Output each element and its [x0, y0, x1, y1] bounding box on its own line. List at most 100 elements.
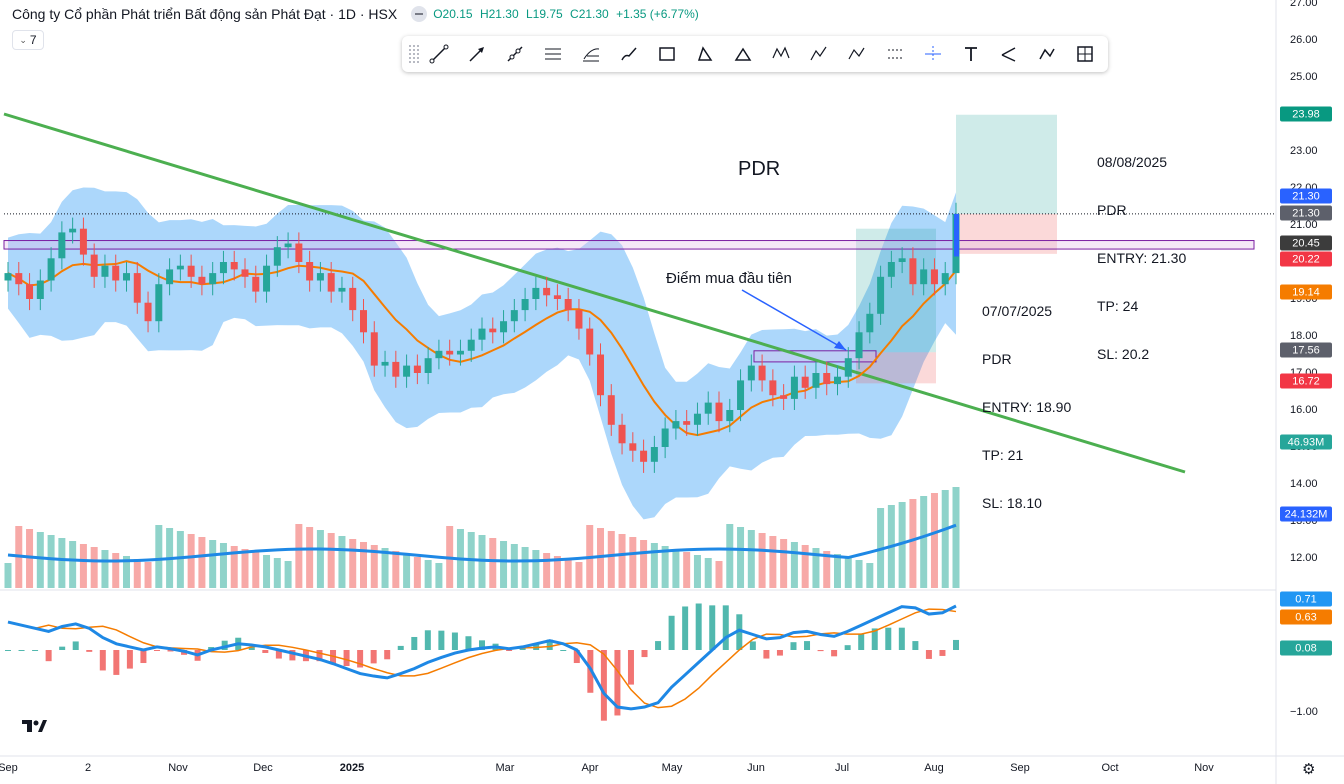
- macd-histogram-bar: [316, 650, 323, 662]
- candle-body: [887, 262, 895, 277]
- time-tick-label: Mar: [495, 762, 515, 774]
- volume-bar: [198, 537, 206, 588]
- crosshair-tool-icon[interactable]: [914, 38, 952, 70]
- path-tool-icon[interactable]: [724, 38, 762, 70]
- volume-bar: [338, 536, 346, 588]
- candle-body: [306, 262, 314, 281]
- macd-histogram-bar: [262, 650, 269, 653]
- chart-settings-gear-icon[interactable]: ⚙: [1302, 761, 1316, 778]
- volume-bar: [844, 557, 852, 588]
- price-tick-label: 18.00: [1290, 330, 1318, 342]
- macd-histogram-bar: [939, 650, 946, 656]
- indicators-toggle-button[interactable]: ⌄ 7: [12, 30, 44, 50]
- candle-body: [532, 287, 540, 299]
- callout-arrow: [741, 289, 847, 351]
- macd-histogram-bar: [844, 645, 851, 650]
- candle-body: [941, 273, 949, 285]
- price-tick-label: 12.00: [1290, 552, 1318, 564]
- trade-note-august[interactable]: 08/08/2025 PDR ENTRY: 21.30 TP: 24 SL: 2…: [1097, 122, 1186, 378]
- text-tool-icon[interactable]: [952, 38, 990, 70]
- rectangle-tool-icon[interactable]: [648, 38, 686, 70]
- volume-bar: [866, 563, 874, 588]
- price-badge: 0.71: [1280, 591, 1332, 607]
- macd-histogram-bar: [506, 650, 513, 651]
- drawing-toolbar[interactable]: [402, 36, 1108, 72]
- candle-body: [79, 228, 87, 255]
- candle-body: [198, 276, 206, 285]
- callout-line-tool-icon[interactable]: [990, 38, 1028, 70]
- volume-bar: [295, 524, 303, 588]
- moving-average-line: [7, 260, 957, 437]
- polyline-tool-icon[interactable]: [1028, 38, 1066, 70]
- time-tick-label: Jul: [834, 762, 850, 774]
- macd-histogram-bar: [573, 650, 580, 664]
- macd-histogram-bar: [275, 650, 282, 659]
- candle-body: [812, 373, 820, 388]
- volume-bar: [629, 537, 637, 588]
- price-badge: 20.45: [1280, 235, 1332, 251]
- drag-handle-icon[interactable]: [408, 44, 420, 64]
- long-position-tool-icon[interactable]: [1066, 38, 1104, 70]
- date-price-range-tool-icon[interactable]: [876, 38, 914, 70]
- candle-body: [155, 284, 163, 322]
- volume-bar: [930, 493, 938, 588]
- ray-tool-icon[interactable]: [496, 38, 534, 70]
- macd-histogram-bar: [153, 650, 160, 651]
- fib-retracement-tool-icon[interactable]: [572, 38, 610, 70]
- volume-bar: [564, 559, 572, 588]
- arrow-tool-icon[interactable]: [458, 38, 496, 70]
- price-badge: 24.132M: [1280, 506, 1332, 522]
- volume-bar: [176, 531, 184, 588]
- volume-bar: [36, 532, 44, 588]
- trade-symbol: PDR: [1097, 202, 1127, 218]
- xabcd-pattern-tool-icon[interactable]: [762, 38, 800, 70]
- candle-body: [693, 413, 701, 425]
- time-tick-label: Jun: [747, 762, 765, 774]
- price-badge: 0.63: [1280, 609, 1332, 625]
- candle-body: [715, 402, 723, 422]
- symbol-legend: Công ty Cổ phần Phát triển Bất động sản …: [12, 6, 703, 22]
- stop-loss-zone-august: [956, 213, 1057, 254]
- volume-bar: [812, 548, 820, 588]
- tradingview-logo-icon[interactable]: [20, 716, 48, 736]
- macd-histogram-bar: [614, 650, 621, 716]
- volume-bar: [392, 551, 400, 588]
- volume-bar: [123, 556, 130, 588]
- first-buy-callout[interactable]: Điểm mua đầu tiên: [666, 270, 792, 287]
- macd-histogram-bar: [59, 646, 66, 650]
- price-tick-label: 21.00: [1290, 219, 1318, 231]
- abcd-pattern-tool-icon[interactable]: [838, 38, 876, 70]
- price-badge: 19.14: [1280, 284, 1332, 300]
- macd-histogram-bar: [343, 650, 350, 666]
- volume-bar: [543, 553, 551, 588]
- candle-body: [123, 273, 130, 281]
- elliott-wave-tool-icon[interactable]: [800, 38, 838, 70]
- hide-legend-icon[interactable]: [411, 6, 428, 22]
- brush-tool-icon[interactable]: [610, 38, 648, 70]
- macd-histogram-bar: [749, 641, 756, 650]
- trade-tp: TP: 24: [1097, 298, 1139, 314]
- volume-bar: [575, 562, 583, 588]
- candle-body: [446, 350, 454, 355]
- triangle-tool-icon[interactable]: [686, 38, 724, 70]
- trade-note-july[interactable]: 07/07/2025 PDR ENTRY: 18.90 TP: 21 SL: 1…: [982, 271, 1071, 527]
- volume-bar: [241, 549, 249, 588]
- candle-body: [263, 265, 271, 292]
- candle-body: [435, 350, 443, 359]
- parallel-channel-tool-icon[interactable]: [534, 38, 572, 70]
- candle-body: [284, 243, 292, 248]
- macd-histogram-bar: [424, 630, 431, 650]
- candle-body: [144, 302, 152, 322]
- candle-body: [683, 421, 691, 425]
- time-tick-label: May: [661, 762, 683, 774]
- macd-histogram-bar: [126, 650, 133, 669]
- trend-line-tool-icon[interactable]: [420, 38, 458, 70]
- candle-body: [618, 424, 626, 444]
- chart-annotation-title[interactable]: PDR: [738, 158, 781, 180]
- candle-body: [737, 380, 745, 410]
- candle-body: [69, 228, 77, 233]
- candle-body: [629, 443, 637, 451]
- macd-histogram-bar: [438, 630, 445, 650]
- volume-bar: [672, 549, 680, 588]
